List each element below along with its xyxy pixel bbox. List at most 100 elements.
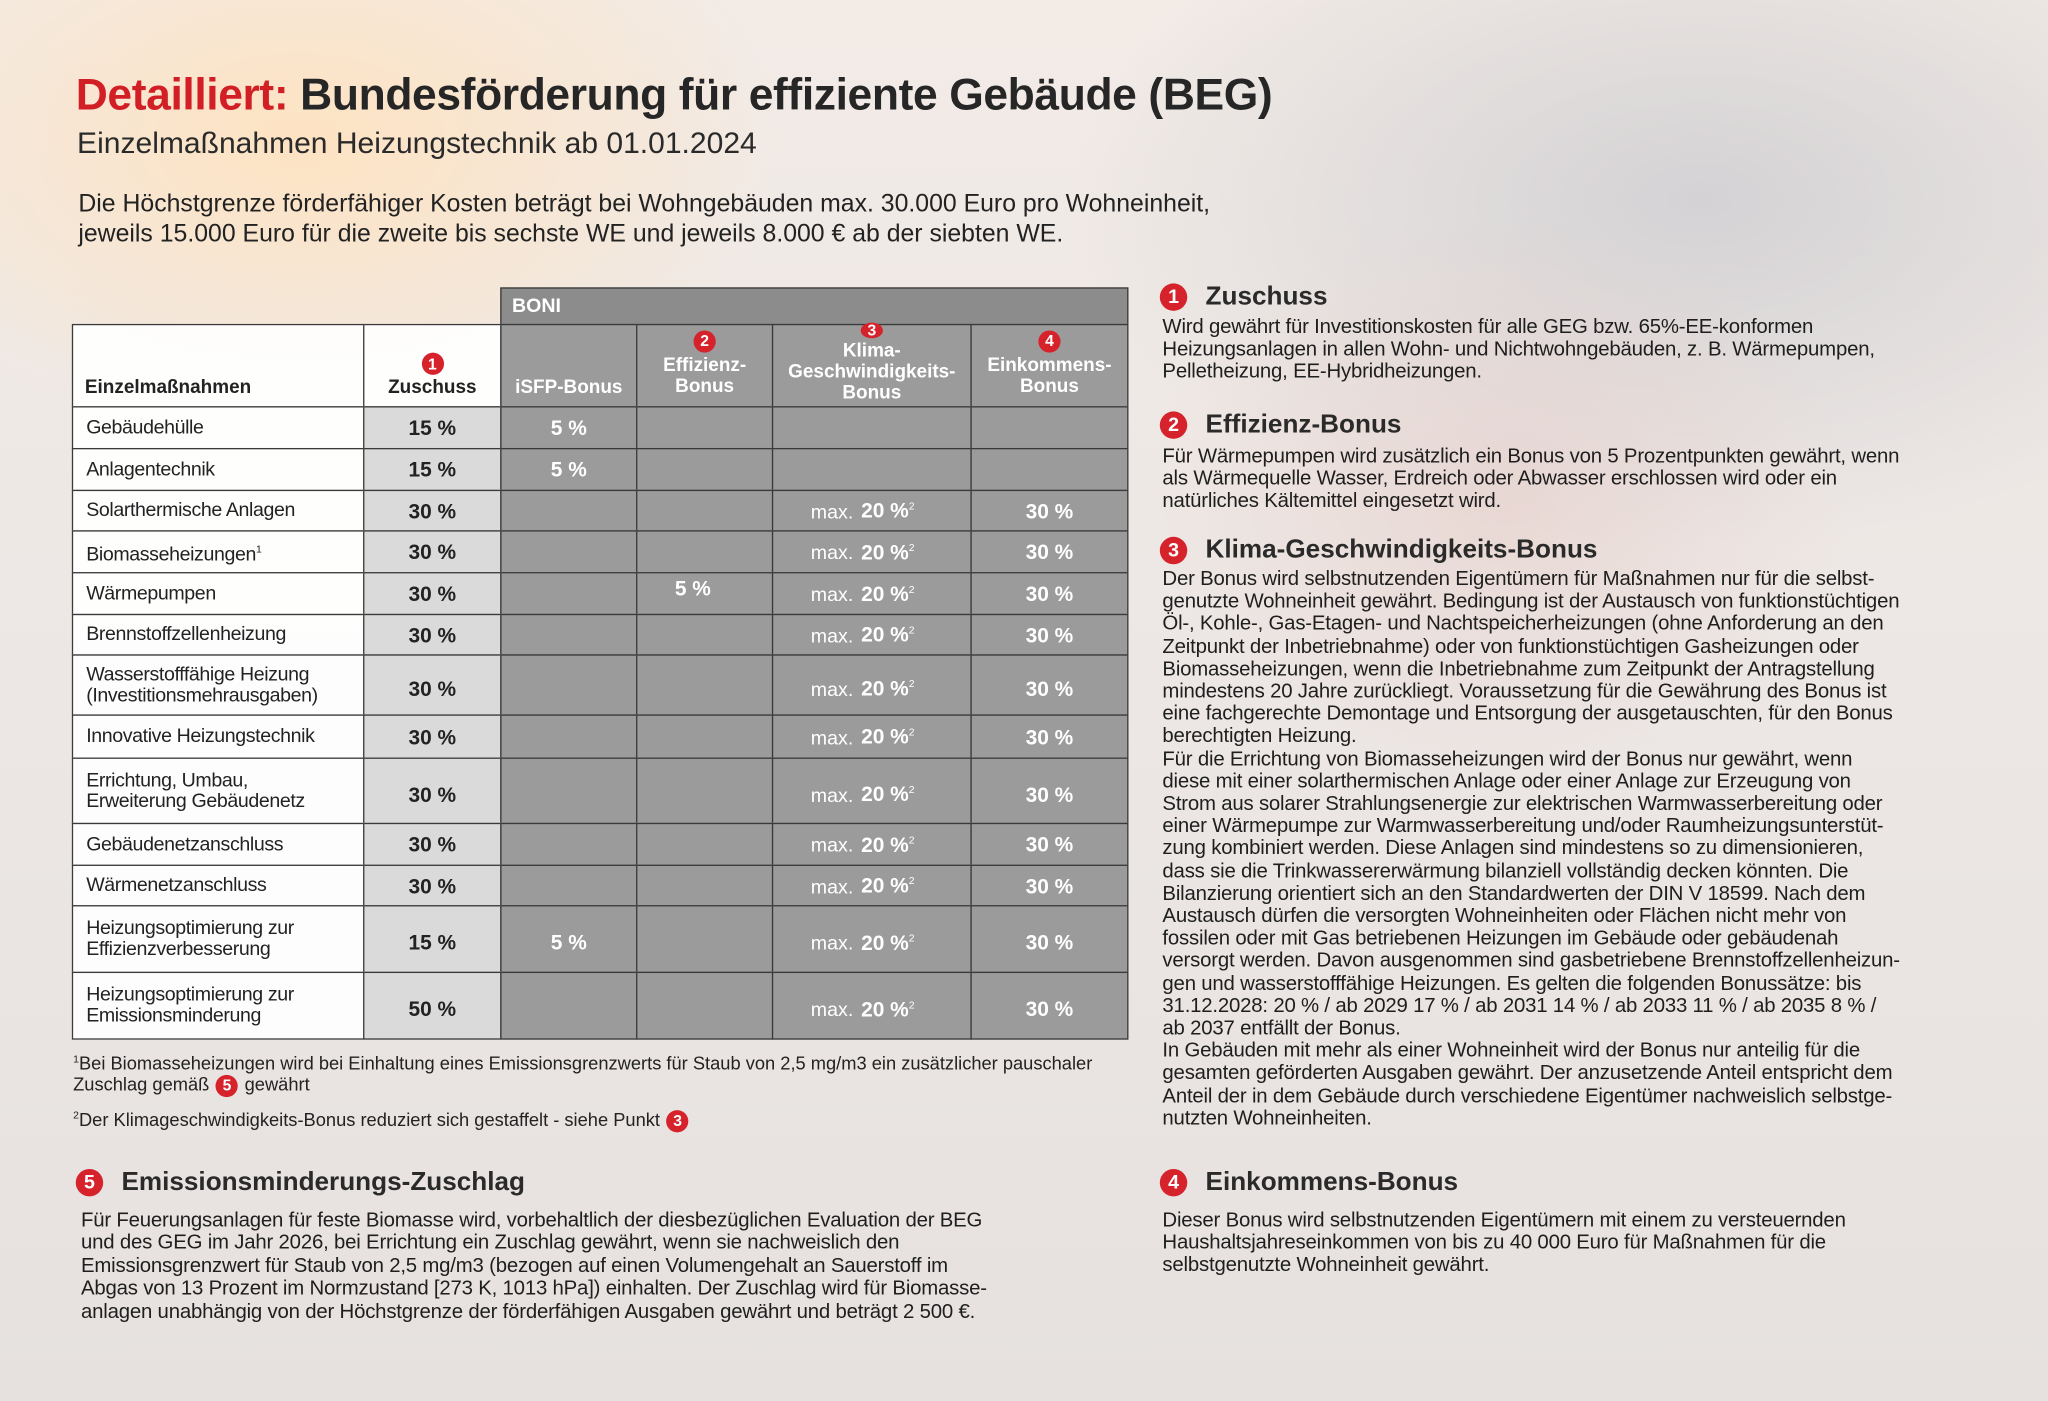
value-cell: 5 %	[500, 447, 638, 492]
cell-value: 30 %	[408, 500, 457, 524]
header-cell: iSFP-Bonus	[500, 323, 638, 408]
value-cell	[636, 447, 774, 492]
row-name: Anlagentechnik	[86, 457, 215, 480]
cell-value: max. 20 %2	[811, 542, 915, 566]
cell-value: 15 %	[408, 459, 457, 482]
value-cell: max. 20 %2	[771, 530, 972, 574]
cell-value: 30 %	[1025, 726, 1074, 750]
value-cell: 30 %	[363, 572, 502, 616]
section-line: Strom aus solarer Strahlungsenergie zur …	[1162, 792, 1883, 816]
value-cell	[500, 971, 638, 1040]
value-cell: 30 %	[363, 864, 502, 907]
value-cell: 30 %	[970, 530, 1129, 574]
section-line: genutzte Wohneinheit gewährt. Bedingung …	[1162, 590, 1900, 613]
value-cell	[500, 822, 638, 866]
cell-prefix: max.	[810, 834, 854, 858]
section-line: diese mit einer solarthermischen Anlage …	[1162, 770, 1851, 793]
cell-value: 5 %	[674, 578, 711, 601]
value-cell	[500, 572, 638, 616]
row-name: Brennstoffzellenheizung	[86, 623, 286, 646]
cell-value: 30 %	[408, 542, 457, 565]
section-line: und des GEG im Jahr 2026, bei Errichtung…	[80, 1232, 900, 1255]
header-label: Effizienz-	[663, 354, 747, 376]
row-name: Wasserstofffähige Heizung	[86, 662, 310, 686]
row-name: Erweiterung Gebäudenetz	[86, 789, 305, 812]
value-cell: 5 %	[500, 905, 638, 974]
value-cell	[500, 613, 638, 656]
section-line: 31.12.2028: 20 % / ab 2029 17 % / ab 203…	[1162, 994, 1877, 1018]
cell-prefix: max.	[810, 584, 854, 607]
cell-number: 20 %	[861, 875, 909, 899]
section-title: Zuschuss	[1205, 282, 1328, 311]
value-cell	[500, 654, 638, 716]
badge: 3	[860, 322, 883, 339]
header-cell: 3 Klima- Geschwindigkeits- Bonus	[771, 322, 972, 408]
value-cell	[636, 714, 774, 759]
section-line: Dieser Bonus wird selbstnutzenden Eigent…	[1162, 1209, 1846, 1232]
cell-value: max. 20 %2	[811, 584, 915, 608]
footnote: Zuschlag gemäß 5 gewährt	[73, 1074, 310, 1097]
value-cell: 30 %	[363, 489, 502, 532]
section-line: Emissionsgrenzwert für Staub von 2,5 mg/…	[80, 1254, 948, 1278]
footnote-ref: 2	[908, 500, 915, 513]
value-cell	[636, 406, 774, 450]
section-line: als Wärmequelle Wasser, Erdreich oder Ab…	[1162, 467, 1837, 491]
cell-value: 30 %	[1025, 999, 1074, 1022]
title-main: Bundesförderung für effiziente Gebäude (…	[300, 70, 1273, 121]
section-line: natürliches Kältemittel eingesetzt wird.	[1162, 490, 1501, 513]
header-label: Zuschuss	[388, 377, 477, 399]
value-cell: 30 %	[970, 654, 1129, 716]
value-cell: 30 %	[970, 714, 1129, 759]
section-line: Wird gewährt für Investitionskosten für …	[1162, 316, 1814, 339]
cell-value: 30 %	[408, 784, 457, 807]
value-cell	[500, 714, 638, 759]
value-cell	[970, 447, 1129, 492]
footnote-ref: 2	[908, 678, 915, 691]
badge: 1	[421, 352, 444, 375]
section-line: Öl-, Kohle-, Gas-Etagen- und Nachtspeich…	[1162, 613, 1884, 636]
cell-value: 30 %	[408, 875, 457, 898]
value-cell: 30 %	[970, 613, 1129, 656]
footnote-ref: 2	[908, 784, 915, 796]
value-cell	[636, 822, 774, 866]
footnote-ref: 2	[908, 541, 915, 554]
badge: 5	[75, 1168, 104, 1197]
row-name: Biomasseheizungen1	[86, 542, 262, 565]
cell-value: 15 %	[408, 417, 457, 441]
badge: 3	[666, 1109, 689, 1133]
cell-number: 20 %	[861, 678, 909, 701]
value-cell	[636, 654, 774, 716]
cell-number: 20 %	[861, 999, 909, 1022]
value-cell	[970, 406, 1129, 450]
cell-value: max. 20 %2	[811, 834, 915, 858]
cell-prefix: max.	[810, 784, 854, 807]
row-name-cell: Heizungsoptimierung zur Effizienzverbesse…	[71, 905, 365, 974]
value-cell: 30 %	[970, 905, 1129, 974]
value-cell: max. 20 %2	[771, 654, 972, 716]
value-cell	[500, 757, 638, 825]
footnote-text: Zuschlag gemäß	[73, 1073, 210, 1095]
section-line: Der Bonus wird selbstnutzenden Eigentüme…	[1162, 568, 1875, 591]
section-line: Zeitpunkt der Inbetriebnahme) oder von f…	[1162, 635, 1859, 658]
cell-prefix: max.	[810, 625, 854, 648]
section-heading: 4 Einkommens-Bonus	[1159, 1168, 1458, 1198]
section-heading: 5 Emissionsminderungs-Zuschlag	[75, 1167, 525, 1198]
value-cell	[636, 757, 774, 825]
row-name: Innovative Heizungstechnik	[86, 724, 315, 748]
cell-value: 5 %	[550, 417, 587, 441]
footnote-ref: 2	[908, 834, 915, 847]
section-line: Für Wärmepumpen wird zusätzlich ein Bonu…	[1162, 445, 1900, 468]
row-name: Solarthermische Anlagen	[86, 498, 296, 522]
value-cell	[636, 489, 774, 532]
value-cell: max. 20 %2	[771, 971, 972, 1040]
section-title: Emissionsminderungs-Zuschlag	[121, 1167, 525, 1197]
cell-number: 20 %	[861, 932, 909, 955]
value-cell	[636, 864, 774, 907]
row-name-cell: Gebäudehülle	[71, 406, 365, 450]
cell-value: 30 %	[1025, 583, 1074, 607]
cell-value: max. 20 %2	[811, 625, 915, 649]
cell-number: 20 %	[861, 501, 909, 524]
row-name: Heizungsoptimierung zur	[86, 983, 294, 1006]
header-cell: Einzelmaßnahmen	[71, 323, 365, 408]
cell-value: 30 %	[1025, 784, 1074, 807]
